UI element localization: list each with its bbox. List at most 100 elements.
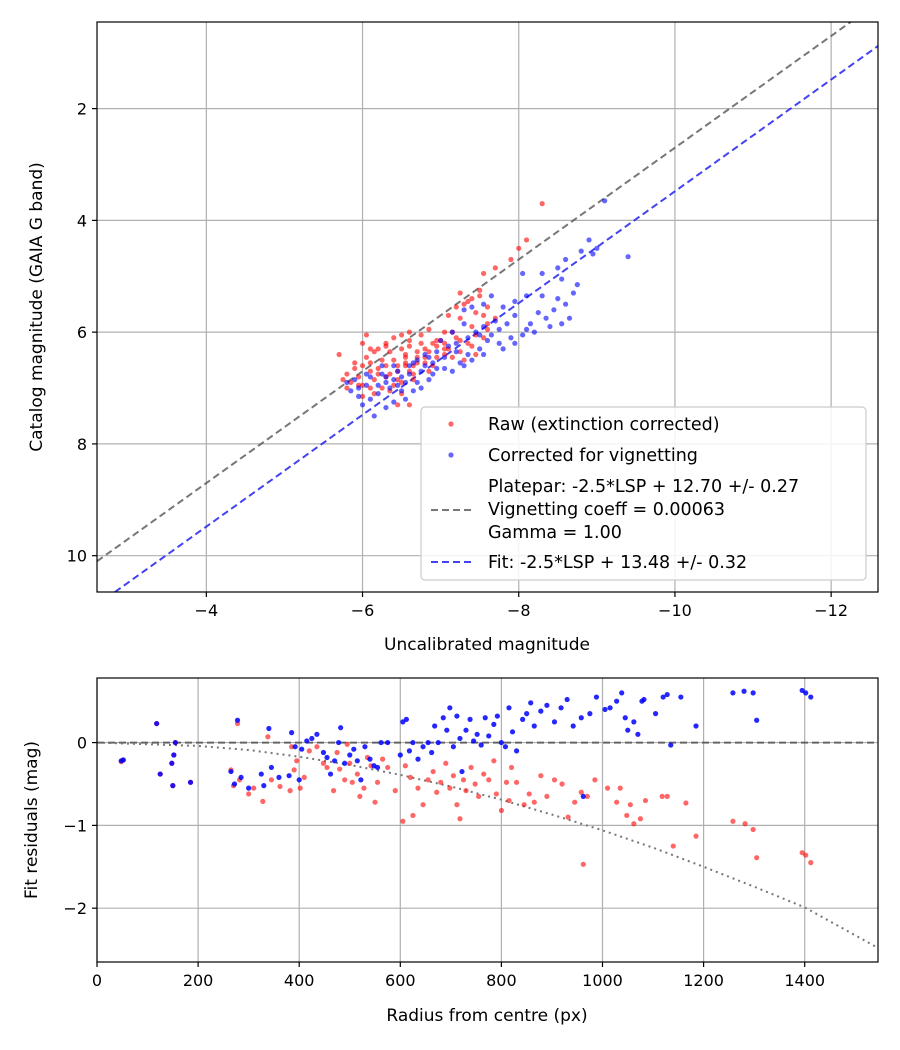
corrected-point <box>426 377 432 383</box>
raw-point <box>461 301 467 307</box>
raw-point <box>375 365 381 372</box>
raw-point <box>508 256 514 263</box>
corrected-point <box>391 363 397 369</box>
corrected-point <box>363 382 370 388</box>
raw-residual-point <box>450 773 456 779</box>
bottom-x-axis-label: Radius from centre (px) <box>386 1006 587 1026</box>
bottom-y-axis-label: Fit residuals (mag) <box>22 741 42 899</box>
corrected-residual-point <box>478 742 484 748</box>
corrected-point <box>504 321 510 327</box>
raw-residual-point <box>251 785 257 791</box>
raw-point <box>441 346 448 352</box>
raw-residual-point <box>306 748 312 754</box>
raw-residual-point <box>468 764 474 771</box>
corrected-point <box>566 315 573 321</box>
bottom-y-tick-label: −2 <box>63 899 87 918</box>
bottom-x-tick-label: 1200 <box>683 971 724 990</box>
corrected-point <box>508 335 514 341</box>
corrected-residual-point <box>246 785 252 791</box>
corrected-point <box>359 402 366 408</box>
corrected-point <box>391 399 397 405</box>
corrected-residual-point <box>170 783 176 789</box>
legend-platepar-line1: Platepar: -2.5*LSP + 12.70 +/- 0.27 <box>488 477 799 497</box>
corrected-point <box>465 351 471 358</box>
raw-point <box>383 343 389 349</box>
raw-residual-point <box>434 789 440 795</box>
magnitude-calibration-plot: −4 −6 −8 −10 −12 2 4 6 8 10 Uncalibrated magnitu… <box>27 21 879 655</box>
corrected-residual-point <box>234 717 241 723</box>
raw-point <box>395 377 401 383</box>
corrected-residual-point <box>482 715 488 721</box>
corrected-point <box>539 270 545 277</box>
raw-point <box>426 349 432 355</box>
raw-residual-point <box>730 818 736 824</box>
raw-point <box>344 385 350 391</box>
raw-residual-point <box>337 766 343 772</box>
bottom-scatter-points <box>118 687 814 867</box>
top-y-tick-label: 4 <box>77 211 87 230</box>
corrected-point <box>387 385 393 391</box>
corrected-residual-point <box>467 716 473 722</box>
corrected-point <box>480 323 487 330</box>
raw-residual-point <box>372 799 378 805</box>
raw-point <box>387 371 393 377</box>
corrected-point <box>449 368 455 374</box>
corrected-residual-point <box>754 717 760 723</box>
corrected-point <box>375 391 381 397</box>
corrected-point <box>590 251 596 257</box>
corrected-residual-point <box>314 731 320 737</box>
raw-residual-point <box>513 779 520 785</box>
corrected-point <box>625 254 631 260</box>
raw-point <box>356 374 362 380</box>
legend-corrected-label: Corrected for vignetting <box>488 446 698 466</box>
top-x-ticks: −4 −6 −8 −10 −12 <box>195 592 848 620</box>
corrected-point <box>441 365 448 372</box>
raw-residual-point <box>463 788 469 794</box>
corrected-point <box>430 371 436 377</box>
corrected-point <box>344 379 350 386</box>
raw-point <box>359 340 366 346</box>
corrected-point <box>512 340 518 346</box>
corrected-residual-point <box>578 715 584 721</box>
raw-point <box>422 346 428 352</box>
corrected-residual-point <box>491 721 497 727</box>
raw-residual-point <box>664 793 670 800</box>
corrected-residual-point <box>324 754 330 761</box>
raw-residual-point <box>808 860 814 866</box>
raw-residual-point <box>627 802 633 808</box>
corrected-point <box>492 318 498 324</box>
corrected-residual-point <box>693 723 699 729</box>
raw-residual-point <box>454 802 460 808</box>
legend-raw-marker <box>448 421 454 427</box>
raw-point <box>523 237 530 243</box>
raw-point <box>453 335 459 341</box>
raw-point <box>469 343 475 349</box>
legend-box <box>420 406 867 581</box>
corrected-residual-point <box>432 723 438 729</box>
corrected-residual-point <box>502 744 509 750</box>
corrected-point <box>422 363 428 369</box>
raw-residual-point <box>637 816 644 822</box>
corrected-residual-point <box>440 715 446 721</box>
raw-residual-point <box>742 821 748 827</box>
raw-residual-point <box>572 799 578 805</box>
raw-residual-point <box>531 799 537 805</box>
raw-point <box>430 340 436 346</box>
corrected-point <box>414 379 420 386</box>
corrected-point <box>563 256 569 263</box>
raw-point <box>469 296 475 302</box>
corrected-point <box>418 385 424 391</box>
raw-residual-point <box>430 768 436 775</box>
corrected-point <box>594 245 600 251</box>
bottom-plot-frame <box>96 677 879 963</box>
bottom-x-tick-label: 800 <box>486 971 517 990</box>
corrected-point <box>418 368 424 374</box>
corrected-point <box>356 393 362 400</box>
raw-residual-point <box>294 758 300 764</box>
bottom-x-ticks: 0 200 400 600 800 1000 1200 1400 <box>92 962 825 990</box>
raw-residual-point <box>392 788 398 794</box>
corrected-residual-point <box>538 708 544 714</box>
raw-point <box>375 346 381 352</box>
top-y-tick-label: 8 <box>77 435 87 454</box>
raw-residual-point <box>347 760 353 766</box>
